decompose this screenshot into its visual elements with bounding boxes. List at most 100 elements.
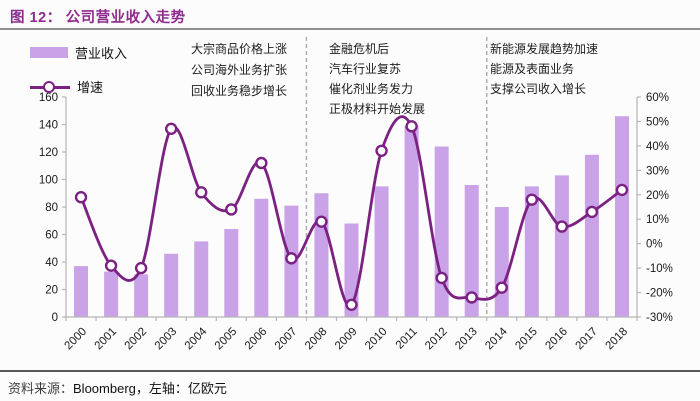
chart-canvas: 0 20 40 60 80 100 120 140 160 -30% -20% -10% 0% 10% 20…	[39, 37, 673, 353]
growth-marker-2001	[104, 259, 118, 272]
revenue-bar-2013	[464, 185, 479, 317]
x-axis-label-2006: 2006	[243, 326, 270, 353]
growth-marker-2007	[285, 252, 298, 265]
growth-marker-2015	[525, 193, 539, 206]
x-axis-label-2005: 2005	[213, 326, 240, 353]
revenue-bar-swatch-icon	[30, 47, 68, 58]
annotation-line: 能源及表面业务	[490, 62, 575, 76]
annotation-new-energy-block: 新能源发展趋势加速 能源及表面业务 支撑公司收入增长	[490, 39, 640, 99]
revenue-bar-2003	[164, 253, 179, 317]
growth-marker-2013	[465, 291, 478, 304]
left-axis-tick-label: 0	[52, 312, 58, 324]
growth-marker-2011	[405, 120, 418, 133]
legend-item-revenue: 营业收入	[30, 43, 127, 62]
growth-marker-2018	[615, 183, 629, 197]
x-axis-label-2009: 2009	[333, 326, 360, 353]
annotation-line: 金融危机后	[329, 42, 390, 56]
left-axis-tick-label: 160	[39, 92, 58, 104]
right-axis-tick-label: 50%	[646, 116, 669, 128]
annotation-line: 大宗商品价格上涨	[190, 42, 287, 56]
source-label: 资料来源：	[8, 381, 74, 396]
right-axis-tick-label: -20%	[646, 288, 673, 300]
left-axis-tick-label: 40	[45, 257, 58, 269]
figure-number: 图 12：	[10, 9, 62, 26]
growth-line-swatch-marker	[43, 80, 55, 93]
revenue-bar-2011	[404, 125, 419, 317]
left-axis-note: 左轴：亿欧元	[148, 381, 227, 396]
revenue-bar-2000	[74, 266, 89, 317]
revenue-bar-2002	[134, 274, 149, 317]
x-axis-label-2017: 2017	[573, 326, 600, 353]
growth-marker-2004	[195, 186, 208, 199]
x-axis-label-2010: 2010	[363, 326, 390, 353]
growth-marker-2006	[255, 156, 268, 170]
revenue-bar-2010	[374, 186, 389, 317]
right-axis-tick-label: 30%	[646, 165, 669, 177]
left-axis-tick-label: 20	[45, 285, 58, 297]
revenue-bar-2014	[494, 207, 509, 317]
growth-line-swatch-icon	[30, 80, 70, 93]
left-axis-tick-label: 140	[39, 120, 58, 132]
growth-marker-2017	[585, 205, 599, 219]
left-axis-tick-label: 80	[45, 202, 58, 214]
figure-title-bar: 图 12： 公司营业收入走势	[0, 0, 700, 30]
x-axis-label-2008: 2008	[303, 326, 330, 353]
legend-label-revenue: 营业收入	[75, 46, 128, 61]
growth-marker-2009	[345, 298, 358, 311]
source-footer: 资料来源：Bloomberg，左轴：亿欧元	[0, 370, 700, 397]
growth-marker-2003	[164, 122, 178, 135]
annotation-line: 汽车行业复苏	[329, 62, 402, 76]
revenue-bar-2004	[194, 241, 209, 317]
right-axis-tick-label: 40%	[646, 141, 669, 153]
chart-legend: 营业收入 增速	[30, 43, 127, 96]
x-axis-label-2013: 2013	[453, 326, 480, 353]
x-axis-label-2012: 2012	[423, 326, 450, 353]
annotation-line: 支撑公司收入增长	[490, 82, 587, 96]
left-axis-tick-label: 100	[39, 175, 58, 187]
annotation-line: 催化剂业务发力	[329, 82, 414, 96]
revenue-bar-2017	[584, 154, 599, 317]
x-axis-label-2016: 2016	[543, 326, 570, 353]
chart-area: 0 20 40 60 80 100 120 140 160 -30% -20% -10% 0% 10% 20…	[0, 33, 700, 369]
revenue-bar-2008	[314, 193, 329, 317]
annotation-line: 正极材料开始发展	[329, 102, 426, 116]
x-axis-label-2018: 2018	[604, 326, 631, 353]
annotation-post-crisis-block: 金融危机后 汽车行业复苏 催化剂业务发力 正极材料开始发展	[329, 39, 479, 119]
revenue-bar-2001	[104, 271, 119, 317]
x-axis-label-2002: 2002	[123, 326, 150, 353]
growth-marker-2016	[555, 220, 569, 233]
revenue-bar-2006	[254, 198, 269, 317]
left-axis-tick-label: 120	[39, 147, 58, 159]
growth-marker-2000	[74, 191, 88, 204]
revenue-bar-2016	[554, 175, 569, 317]
growth-marker-2012	[435, 271, 448, 285]
figure-title-text: 公司营业收入走势	[65, 9, 186, 26]
growth-marker-2008	[315, 215, 328, 228]
revenue-bar-2005	[224, 229, 239, 317]
figure-title: 图 12： 公司营业收入走势	[10, 6, 186, 27]
annotation-line: 回收业务稳步增长	[190, 84, 287, 98]
x-axis-label-2000: 2000	[63, 326, 90, 353]
right-axis-tick-label: -30%	[646, 312, 673, 324]
right-axis-tick-label: 10%	[646, 214, 669, 226]
left-axis-tick-label: 60	[45, 230, 58, 242]
revenue-bar-2015	[524, 186, 539, 317]
x-axis-label-2001: 2001	[93, 326, 120, 353]
annotation-line: 新能源发展趋势加速	[490, 42, 599, 56]
annotation-line: 公司海外业务扩张	[190, 63, 287, 77]
x-axis-label-2004: 2004	[183, 325, 210, 352]
right-axis-tick-label: 20%	[646, 190, 669, 202]
x-axis-label-2015: 2015	[513, 326, 540, 353]
x-axis-label-2014: 2014	[483, 325, 510, 352]
right-axis-tick-label: 60%	[646, 92, 669, 104]
source-name: Bloomberg，	[73, 381, 149, 396]
annotation-2000s-block: 大宗商品价格上涨 公司海外业务扩张 回收业务稳步增长	[166, 39, 312, 102]
x-axis-label-2003: 2003	[153, 326, 180, 353]
right-axis-tick-label: -10%	[646, 263, 673, 275]
revenue-bar-2018	[614, 116, 629, 317]
growth-marker-2002	[134, 261, 148, 275]
x-axis-label-2007: 2007	[273, 326, 300, 353]
growth-marker-2005	[225, 203, 238, 216]
legend-label-growth: 增速	[77, 80, 104, 95]
